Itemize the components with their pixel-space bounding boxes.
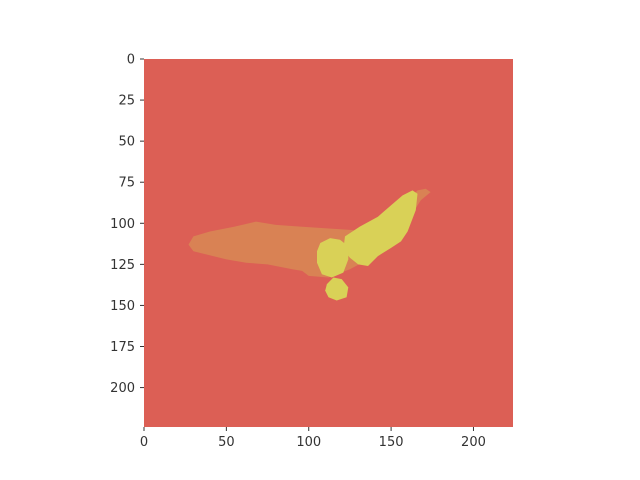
x-tick-label: 0 bbox=[140, 435, 148, 450]
y-tick-label: 175 bbox=[110, 340, 135, 355]
x-axis: 0 50 100 150 200 bbox=[140, 427, 486, 450]
heatmap-region-highlight-2 bbox=[343, 190, 418, 266]
y-tick-label: 100 bbox=[110, 217, 135, 232]
y-tick-label: 25 bbox=[118, 94, 135, 109]
x-tick-label: 50 bbox=[218, 435, 235, 450]
heatmap-region-highlight-3 bbox=[317, 238, 349, 278]
y-axis: 0 25 50 75 100 125 150 175 200 bbox=[110, 53, 144, 396]
x-tick-label: 100 bbox=[296, 435, 321, 450]
x-tick-label: 150 bbox=[379, 435, 404, 450]
heatmap-plot-area bbox=[144, 59, 513, 427]
x-tick-label: 200 bbox=[461, 435, 486, 450]
y-tick-label: 200 bbox=[110, 381, 135, 396]
y-tick-label: 0 bbox=[127, 53, 135, 68]
y-tick-label: 50 bbox=[118, 135, 135, 150]
y-tick-label: 150 bbox=[110, 299, 135, 314]
heatmap-region-highlight-4 bbox=[325, 277, 349, 301]
y-tick-label: 75 bbox=[118, 176, 135, 191]
y-tick-label: 125 bbox=[110, 258, 135, 273]
